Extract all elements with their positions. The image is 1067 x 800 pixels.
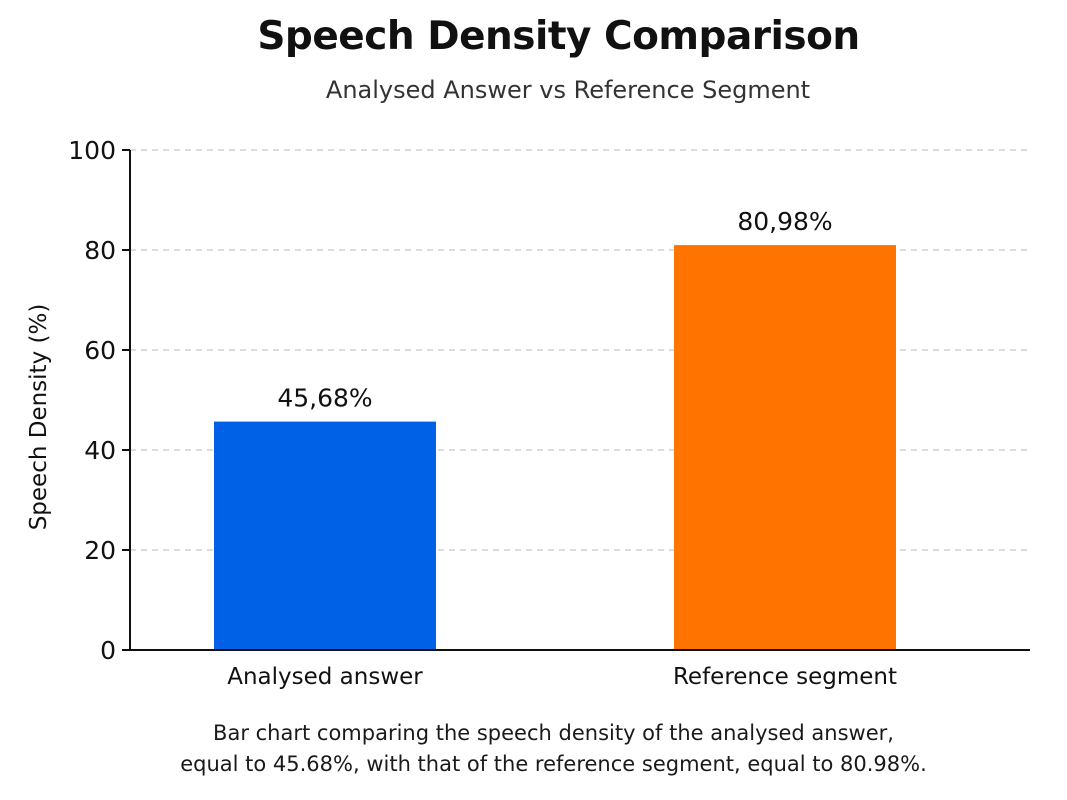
bar-2 — [674, 245, 896, 650]
axes — [122, 149, 1030, 651]
bar-value-label: 45,68% — [277, 384, 372, 413]
labels: 0 20 40 60 80 100 45,68% Analysed answer 80,98% R… — [26, 136, 897, 690]
bar-1 — [214, 421, 436, 650]
x-tick-label: Reference segment — [673, 664, 897, 690]
y-axis-label: Speech Density (%) — [26, 304, 52, 531]
y-tick-label: 60 — [84, 336, 116, 365]
x-tick-label: Analysed answer — [227, 664, 423, 690]
y-tick-label: 100 — [68, 136, 116, 165]
y-tick-label: 80 — [84, 236, 116, 265]
chart-subtitle: Analysed Answer vs Reference Segment — [325, 76, 811, 104]
caption-line-2: equal to 45.68%, with that of the refere… — [180, 752, 927, 776]
caption-line-1: Bar chart comparing the speech density o… — [213, 721, 894, 745]
y-tick-label: 40 — [84, 436, 116, 465]
y-tick-label: 0 — [100, 636, 116, 665]
chart-caption: Bar chart comparing the speech density o… — [0, 718, 1067, 780]
chart-title: Speech Density Comparison — [257, 14, 860, 59]
y-tick-label: 20 — [84, 536, 116, 565]
bars — [214, 245, 896, 650]
bar-value-label: 80,98% — [737, 207, 832, 236]
